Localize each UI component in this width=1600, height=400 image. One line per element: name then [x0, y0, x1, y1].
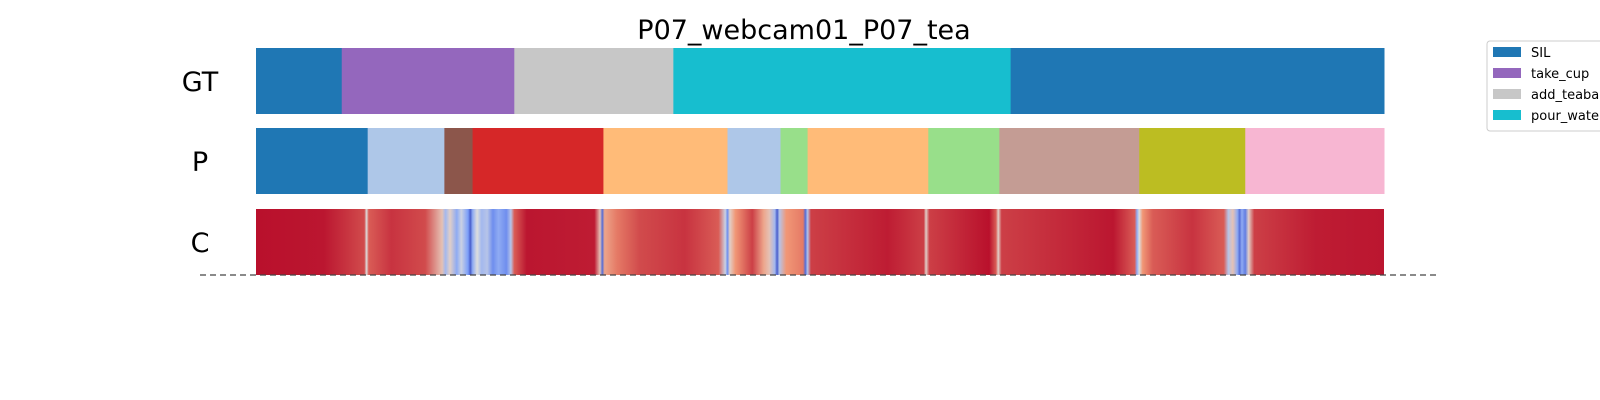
segment-gt-4 — [1010, 48, 1385, 114]
legend-swatch-0 — [1493, 47, 1521, 57]
timeline-rows: GT P C — [182, 48, 1385, 275]
legend: SIL take_cup add_teaba pour_wate — [1486, 40, 1600, 132]
row-label-c: C — [191, 228, 210, 259]
legend-label-3: pour_wate — [1531, 109, 1599, 124]
row-gt: GT — [182, 48, 1385, 114]
segment-p-4 — [603, 128, 729, 194]
legend-swatch-1 — [1493, 68, 1521, 78]
segment-p-3 — [472, 128, 604, 194]
segment-p-11 — [1245, 128, 1385, 194]
segment-p-9 — [999, 128, 1140, 194]
legend-frame — [1486, 40, 1600, 132]
segment-gt-2 — [514, 48, 674, 114]
segment-p-2 — [444, 128, 474, 194]
segment-gt-3 — [673, 48, 1012, 114]
row-c: C — [191, 209, 1384, 275]
segment-p-7 — [807, 128, 929, 194]
segment-p-0 — [256, 128, 369, 194]
segment-p-8 — [928, 128, 1000, 194]
chart-title: P07_webcam01_P07_tea — [637, 15, 970, 46]
segment-p-6 — [780, 128, 809, 194]
legend-label-0: SIL — [1531, 46, 1551, 61]
legend-swatch-2 — [1493, 89, 1521, 99]
segment-gt-1 — [341, 48, 515, 114]
legend-label-2: add_teaba — [1531, 88, 1599, 103]
legend-swatch-3 — [1493, 110, 1521, 120]
segment-gt-0 — [256, 48, 343, 114]
row-p: P — [192, 128, 1385, 194]
segment-p-1 — [367, 128, 445, 194]
row-label-gt: GT — [182, 67, 219, 98]
legend-label-1: take_cup — [1531, 67, 1589, 82]
segment-p-5 — [727, 128, 782, 194]
row-label-p: P — [192, 147, 208, 178]
segment-p-10 — [1139, 128, 1246, 194]
confidence-heatmap — [256, 209, 1384, 275]
